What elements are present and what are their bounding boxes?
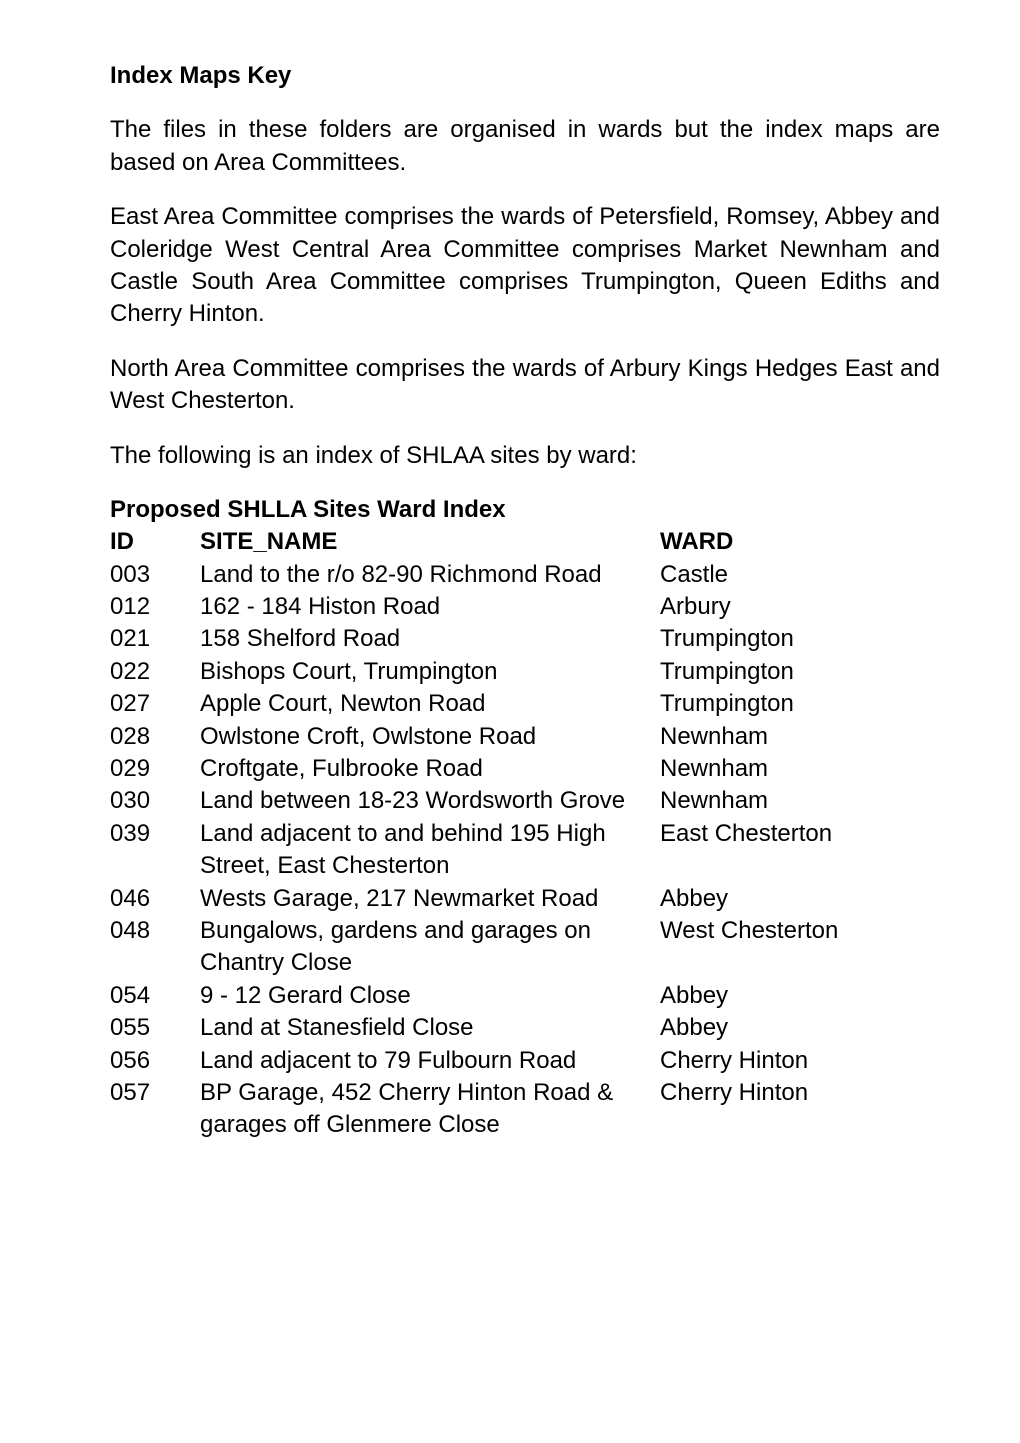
table-row: 054 9 - 12 Gerard Close Abbey	[110, 980, 940, 1012]
cell-id: 048	[110, 915, 200, 980]
cell-name: Wests Garage, 217 Newmarket Road	[200, 883, 660, 915]
cell-id: 057	[110, 1077, 200, 1142]
table-row: 022 Bishops Court, Trumpington Trumpingt…	[110, 656, 940, 688]
cell-id: 029	[110, 753, 200, 785]
cell-id: 003	[110, 559, 200, 591]
table-row: 055 Land at Stanesfield Close Abbey	[110, 1012, 940, 1044]
cell-ward: Castle	[660, 559, 940, 591]
table-row: 021 158 Shelford Road Trumpington	[110, 623, 940, 655]
cell-ward: Cherry Hinton	[660, 1045, 940, 1077]
table-row: 028 Owlstone Croft, Owlstone Road Newnha…	[110, 721, 940, 753]
table-row: 057 BP Garage, 452 Cherry Hinton Road & …	[110, 1077, 940, 1142]
cell-ward: Trumpington	[660, 623, 940, 655]
table-row: 030 Land between 18-23 Wordsworth Grove …	[110, 785, 940, 817]
header-ward: WARD	[660, 526, 940, 558]
table-row: 056 Land adjacent to 79 Fulbourn Road Ch…	[110, 1045, 940, 1077]
cell-name: Land adjacent to 79 Fulbourn Road	[200, 1045, 660, 1077]
intro-paragraph-1: The files in these folders are organised…	[110, 114, 940, 179]
table-row: 046 Wests Garage, 217 Newmarket Road Abb…	[110, 883, 940, 915]
cell-ward: Arbury	[660, 591, 940, 623]
cell-name: 9 - 12 Gerard Close	[200, 980, 660, 1012]
cell-name: Land to the r/o 82-90 Richmond Road	[200, 559, 660, 591]
cell-ward: Cherry Hinton	[660, 1077, 940, 1142]
cell-id: 056	[110, 1045, 200, 1077]
cell-ward: Trumpington	[660, 688, 940, 720]
cell-name: Land at Stanesfield Close	[200, 1012, 660, 1044]
cell-name: 162 - 184 Histon Road	[200, 591, 660, 623]
cell-id: 039	[110, 818, 200, 883]
cell-id: 030	[110, 785, 200, 817]
intro-paragraph-3: North Area Committee comprises the wards…	[110, 353, 940, 418]
table-row: 012 162 - 184 Histon Road Arbury	[110, 591, 940, 623]
sites-table: ID SITE_NAME WARD 003 Land to the r/o 82…	[110, 526, 940, 1141]
cell-name: Land between 18-23 Wordsworth Grove	[200, 785, 660, 817]
table-row: 048 Bungalows, gardens and garages on Ch…	[110, 915, 940, 980]
cell-ward: Abbey	[660, 980, 940, 1012]
cell-id: 022	[110, 656, 200, 688]
cell-name: Bishops Court, Trumpington	[200, 656, 660, 688]
table-row: 039 Land adjacent to and behind 195 High…	[110, 818, 940, 883]
table-title: Proposed SHLLA Sites Ward Index	[110, 494, 940, 526]
cell-id: 028	[110, 721, 200, 753]
cell-id: 055	[110, 1012, 200, 1044]
cell-name: BP Garage, 452 Cherry Hinton Road & gara…	[200, 1077, 660, 1142]
cell-id: 021	[110, 623, 200, 655]
cell-name: Croftgate, Fulbrooke Road	[200, 753, 660, 785]
table-row: 003 Land to the r/o 82-90 Richmond Road …	[110, 559, 940, 591]
cell-id: 054	[110, 980, 200, 1012]
cell-id: 046	[110, 883, 200, 915]
cell-ward: East Chesterton	[660, 818, 940, 883]
cell-ward: Abbey	[660, 883, 940, 915]
cell-name: Land adjacent to and behind 195 High Str…	[200, 818, 660, 883]
cell-ward: Abbey	[660, 1012, 940, 1044]
cell-ward: Newnham	[660, 785, 940, 817]
cell-id: 027	[110, 688, 200, 720]
cell-ward: Newnham	[660, 721, 940, 753]
cell-name: Owlstone Croft, Owlstone Road	[200, 721, 660, 753]
table-header-row: ID SITE_NAME WARD	[110, 526, 940, 558]
cell-ward: West Chesterton	[660, 915, 940, 980]
header-id: ID	[110, 526, 200, 558]
intro-paragraph-2: East Area Committee comprises the wards …	[110, 201, 940, 331]
cell-name: Apple Court, Newton Road	[200, 688, 660, 720]
cell-ward: Trumpington	[660, 656, 940, 688]
cell-id: 012	[110, 591, 200, 623]
cell-name: 158 Shelford Road	[200, 623, 660, 655]
page-title: Index Maps Key	[110, 60, 940, 92]
cell-name: Bungalows, gardens and garages on Chantr…	[200, 915, 660, 980]
cell-ward: Newnham	[660, 753, 940, 785]
intro-paragraph-4: The following is an index of SHLAA sites…	[110, 440, 940, 472]
table-row: 029 Croftgate, Fulbrooke Road Newnham	[110, 753, 940, 785]
table-row: 027 Apple Court, Newton Road Trumpington	[110, 688, 940, 720]
header-name: SITE_NAME	[200, 526, 660, 558]
